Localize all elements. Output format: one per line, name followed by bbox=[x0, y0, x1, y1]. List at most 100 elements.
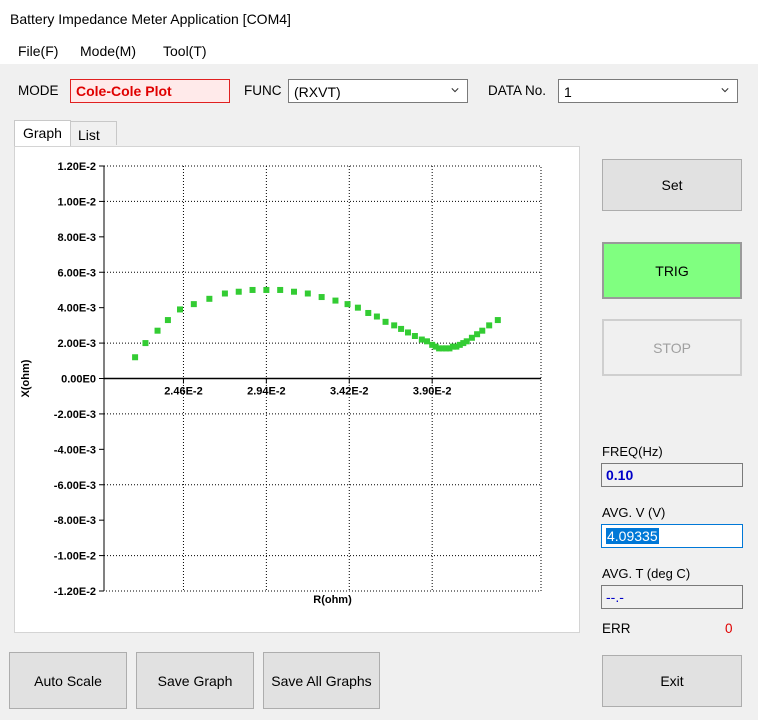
mode-label: MODE bbox=[18, 83, 59, 98]
avg-t-label: AVG. T (deg C) bbox=[602, 566, 691, 581]
y-tick-label: 1.00E-2 bbox=[57, 196, 96, 208]
data-point bbox=[432, 343, 439, 350]
title-bar: Battery Impedance Meter Application [COM… bbox=[0, 0, 758, 38]
auto-scale-button[interactable]: Auto Scale bbox=[9, 652, 127, 709]
data-point bbox=[132, 354, 139, 361]
save-graph-button[interactable]: Save Graph bbox=[136, 652, 254, 709]
data-point bbox=[468, 334, 475, 341]
menu-file[interactable]: File(F) bbox=[18, 43, 59, 59]
avg-t-value: --.- bbox=[601, 585, 743, 609]
y-tick-label: 2.00E-3 bbox=[57, 338, 96, 350]
data-point bbox=[190, 301, 197, 308]
data-point bbox=[405, 329, 411, 336]
data-point bbox=[456, 341, 463, 348]
data-point bbox=[164, 317, 171, 324]
avg-v-value: 4.09335 bbox=[606, 528, 659, 544]
data-no-select-value: 1 bbox=[564, 84, 572, 100]
tab-list[interactable]: List bbox=[70, 121, 117, 145]
menu-tool[interactable]: Tool(T) bbox=[163, 43, 207, 59]
data-point bbox=[221, 290, 228, 297]
y-tick-label: 6.00E-3 bbox=[57, 267, 96, 279]
data-point bbox=[154, 327, 161, 334]
x-tick-label: 3.42E-2 bbox=[330, 386, 369, 398]
data-point bbox=[365, 309, 372, 316]
menu-mode[interactable]: Mode(M) bbox=[80, 43, 137, 59]
set-button[interactable]: Set bbox=[602, 159, 742, 211]
exit-button[interactable]: Exit bbox=[602, 655, 742, 707]
data-point bbox=[373, 313, 380, 320]
y-tick-label: 0.00E0 bbox=[61, 374, 96, 386]
y-tick-label: -8.00E-3 bbox=[54, 515, 96, 527]
data-point bbox=[460, 340, 467, 347]
data-point bbox=[249, 286, 256, 293]
tab-graph[interactable]: Graph bbox=[14, 120, 71, 147]
data-point bbox=[453, 343, 460, 350]
data-point bbox=[418, 336, 425, 343]
freq-label: FREQ(Hz) bbox=[602, 444, 663, 459]
mode-value: Cole-Cole Plot bbox=[70, 79, 230, 103]
x-axis-ticks: 2.46E-2 2.94E-2 3.42E-2 3.90E-2 bbox=[164, 378, 452, 398]
data-point bbox=[439, 345, 446, 352]
data-points bbox=[132, 286, 501, 361]
data-no-select[interactable]: 1 bbox=[558, 79, 738, 103]
chart-axes bbox=[103, 166, 541, 591]
x-axis-label: R(ohm) bbox=[313, 594, 352, 606]
y-tick-label: 8.00E-3 bbox=[57, 232, 96, 244]
data-point bbox=[398, 325, 405, 332]
data-point bbox=[446, 345, 453, 352]
avg-v-label: AVG. V (V) bbox=[602, 505, 666, 520]
func-label: FUNC bbox=[244, 83, 282, 98]
y-tick-label: 4.00E-3 bbox=[57, 303, 96, 315]
data-point bbox=[486, 322, 493, 329]
chart-grid bbox=[103, 165, 542, 592]
data-point bbox=[443, 345, 449, 352]
data-point bbox=[235, 288, 242, 295]
data-point bbox=[206, 295, 213, 302]
x-tick-label: 2.46E-2 bbox=[164, 386, 203, 398]
data-point bbox=[177, 306, 183, 313]
avg-v-field[interactable]: 4.09335 bbox=[601, 524, 743, 548]
data-point bbox=[332, 297, 339, 304]
data-point bbox=[474, 331, 481, 338]
freq-value: 0.10 bbox=[601, 463, 743, 487]
data-point bbox=[318, 294, 325, 301]
data-point bbox=[391, 322, 398, 329]
func-select-value: (RXVT) bbox=[294, 84, 341, 100]
plot-frame bbox=[103, 165, 542, 592]
x-tick-label: 2.94E-2 bbox=[247, 386, 286, 398]
data-point bbox=[382, 318, 389, 325]
y-tick-label: -2.00E-3 bbox=[54, 409, 96, 421]
data-point bbox=[263, 286, 270, 293]
err-value: 0 bbox=[725, 621, 733, 636]
cole-cole-chart: 1.20E-2 1.00E-2 8.00E-3 6.00E-3 4.00E-3 2.00E… bbox=[20, 161, 542, 606]
data-point bbox=[449, 343, 456, 350]
data-point bbox=[424, 338, 430, 345]
data-point bbox=[429, 341, 436, 348]
chevron-down-icon bbox=[451, 88, 459, 93]
save-all-graphs-button[interactable]: Save All Graphs bbox=[263, 652, 380, 709]
data-no-label: DATA No. bbox=[488, 83, 547, 98]
y-tick-label: -1.00E-2 bbox=[54, 551, 96, 563]
y-tick-label: 1.20E-2 bbox=[57, 161, 96, 173]
y-tick-label: -4.00E-3 bbox=[54, 444, 96, 456]
y-axis-label: X(ohm) bbox=[20, 359, 32, 397]
data-point bbox=[463, 338, 470, 345]
stop-button[interactable]: STOP bbox=[602, 319, 742, 376]
window-title: Battery Impedance Meter Application [COM… bbox=[10, 11, 291, 27]
data-point bbox=[354, 304, 361, 311]
x-tick-label: 3.90E-2 bbox=[413, 386, 452, 398]
data-point bbox=[494, 317, 501, 324]
data-point bbox=[411, 333, 418, 339]
err-label: ERR bbox=[602, 621, 631, 636]
func-select[interactable]: (RXVT) bbox=[288, 79, 468, 103]
data-point bbox=[291, 288, 297, 295]
data-point bbox=[142, 340, 149, 347]
menu-bar: File(F) Mode(M) Tool(T) bbox=[0, 38, 758, 64]
data-point bbox=[479, 327, 486, 334]
data-point bbox=[344, 301, 351, 308]
y-axis-ticks: 1.20E-2 1.00E-2 8.00E-3 6.00E-3 4.00E-3 2.00E… bbox=[54, 161, 104, 598]
data-point bbox=[277, 286, 284, 293]
trig-button[interactable]: TRIG bbox=[602, 242, 742, 299]
y-tick-label: -6.00E-3 bbox=[54, 480, 96, 492]
data-point bbox=[304, 290, 311, 297]
